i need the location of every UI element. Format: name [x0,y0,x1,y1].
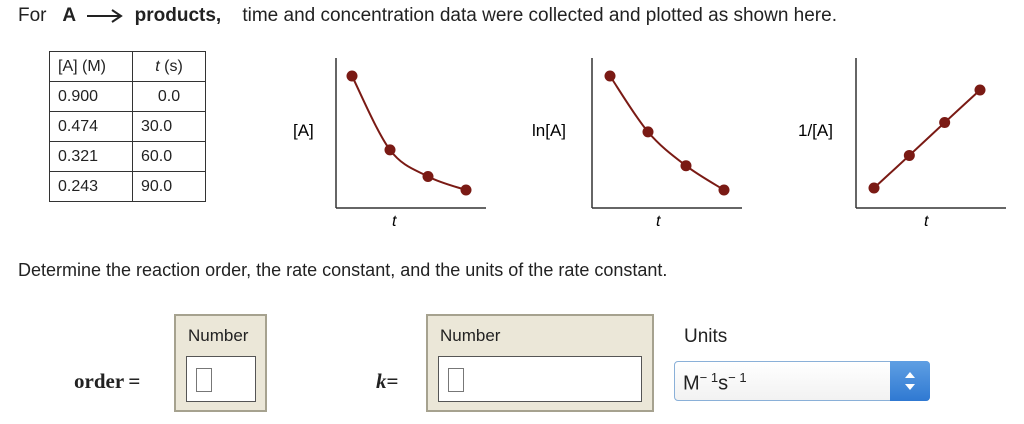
plot-3-ylabel: 1/[A] [798,121,833,140]
prompt-for: For [18,5,47,26]
table-cell-time: 60.0 [132,141,206,172]
question-text: Determine the reaction order, the rate c… [18,260,668,280]
table-row: 0.474 30.0 [49,111,206,142]
table-cell-time: 90.0 [132,171,206,202]
product-label: products, [134,5,222,26]
k-label: k= [376,369,399,393]
up-down-arrows-icon [905,372,915,390]
plot-3-point [974,84,986,96]
order-box-label: Number [188,326,249,345]
order-label: order = [74,369,141,393]
plot-2-ylabel: ln[A] [532,121,566,140]
plots-area: [A] t ln[A] t 1/[A] t [293,58,1006,230]
plot-ln-concentration-vs-time: ln[A] t [532,58,742,230]
plot-2-point [680,160,692,172]
k-input[interactable] [438,356,642,402]
plot-concentration-vs-time: [A] t [293,58,486,230]
header-time: t (s) [132,51,206,82]
table-cell-time: 30.0 [132,111,206,142]
plot-1-point [346,70,358,82]
plot-2-line [609,75,725,191]
plot-1-point [460,184,472,196]
concentration-time-table: [A] (M) t (s) 0.900 0.0 0.474 30.0 0.321… [49,51,206,202]
plot-1-point [422,170,434,182]
k-input-cursor-box [448,368,464,392]
plot-2-point [642,126,654,138]
units-dropdown-button[interactable] [890,361,930,401]
k-number-box: Number [426,314,654,412]
plot-1-xlabel: t [392,213,397,230]
plot-1-ylabel: [A] [293,121,314,140]
reaction-arrow-icon [87,9,124,23]
table-row: 0.243 90.0 [49,171,206,202]
table-header-row: [A] (M) t (s) [49,51,206,82]
table-cell-concentration: 0.474 [49,111,133,142]
header-concentration: [A] (M) [49,51,133,82]
plot-2-xlabel: t [656,213,661,230]
units-M-exponent: − 1 [699,370,719,385]
k-box-label: Number [440,326,501,345]
units-s: s [718,372,729,395]
plot-3-series [868,84,986,194]
units-s-exponent: − 1 [728,370,747,385]
plot-3-point [868,182,880,194]
plot-3-xlabel: t [924,213,929,230]
plot-2-point [718,184,730,196]
plot-1-series [346,70,472,196]
table-row: 0.321 60.0 [49,141,206,172]
table-cell-time: 0.0 [132,81,206,112]
plot-1-point [384,144,396,156]
plot-2-point [604,70,616,82]
table-cell-concentration: 0.243 [49,171,133,202]
plot-3-point [903,149,915,161]
plot-3-point [939,117,951,129]
units-selected-value: M− 1s− 1 [683,370,747,396]
plot-2-series [604,70,730,196]
units-select[interactable]: M− 1s− 1 [674,361,930,401]
problem-statement: For A products, time and concentration d… [18,5,837,27]
units-M: M [683,372,700,395]
prompt-rest: time and concentration data were collect… [242,5,837,26]
order-number-box: Number [174,314,267,412]
plot-3-line [873,89,981,189]
reactant-label: A [62,5,77,26]
plot-inverse-concentration-vs-time: 1/[A] t [798,58,1006,230]
order-input-cursor-box [196,368,212,392]
units-label: Units [684,326,728,347]
plot-1-line [351,75,467,191]
